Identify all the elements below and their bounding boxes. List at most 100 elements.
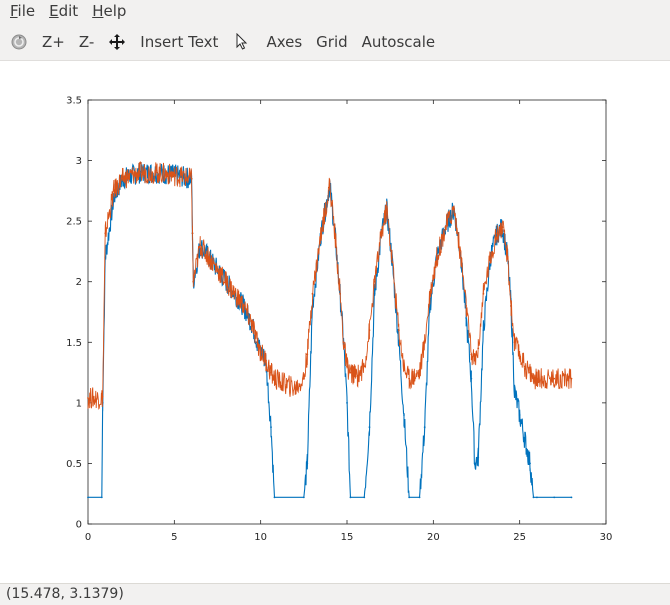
figure-toolbar: Z+ Z- Insert Text Axes Grid Autoscale — [0, 24, 670, 61]
x-tick-label: 15 — [341, 532, 354, 543]
autoscale-button[interactable]: Autoscale — [361, 33, 436, 51]
series-1-point — [513, 389, 516, 392]
series-2-point — [192, 280, 195, 283]
series-1-point — [477, 456, 480, 459]
series-2-point — [373, 280, 376, 283]
menu-edit-label: dit — [58, 2, 79, 20]
x-tick-label: 30 — [600, 532, 613, 543]
series-2-point — [368, 329, 371, 332]
series-2-point — [403, 365, 405, 368]
series-2-point — [173, 174, 176, 177]
series-1-point — [306, 462, 309, 465]
series-1-point — [270, 426, 272, 428]
series-2-point — [342, 341, 345, 344]
series-1-point — [363, 496, 366, 499]
series-2-point — [518, 353, 521, 356]
series-2-point — [302, 377, 305, 380]
series-1-point — [529, 462, 531, 465]
series-2-point — [380, 232, 383, 235]
series-1-point — [373, 292, 376, 295]
series-2-point — [482, 292, 485, 295]
series-1-point — [346, 401, 348, 404]
axis-ticks: 0 5 10 15 20 25 30 0 0.5 1 1.5 2 2.5 3 3.5 — [66, 96, 612, 544]
series-2-point — [444, 226, 447, 229]
plot-svg[interactable]: 0 5 10 15 20 25 30 0 0.5 1 1.5 2 2.5 3 3.5 — [0, 61, 670, 583]
x-tick-label: 10 — [254, 532, 267, 543]
series-1-point — [482, 329, 485, 332]
series-2-point — [418, 371, 421, 374]
series-2-point — [397, 329, 400, 332]
series-2-point — [273, 377, 276, 380]
y-tick-label: 3 — [76, 156, 82, 167]
series-2 — [87, 160, 573, 410]
pan-button[interactable] — [101, 27, 133, 57]
series-2-point — [242, 305, 245, 307]
series-2-point — [570, 377, 573, 380]
series-2-point — [191, 232, 194, 235]
series-1-point — [473, 462, 476, 465]
series-2-point — [529, 371, 531, 374]
y-tick-label: 0 — [76, 520, 82, 531]
zoom-in-button[interactable]: Z+ — [42, 33, 65, 51]
series-2-point — [470, 353, 473, 356]
series-2-point — [356, 375, 359, 378]
series-1-point — [423, 426, 426, 428]
series-2-point — [334, 232, 336, 235]
series-2-point — [259, 351, 262, 353]
y-tick-label: 3.5 — [66, 96, 82, 107]
series-2-point — [496, 232, 499, 235]
rotate-button[interactable] — [0, 27, 35, 57]
pan-icon — [108, 33, 126, 51]
series-1-point — [273, 496, 276, 499]
grid-button[interactable]: Grid — [316, 33, 348, 51]
y-tick-label: 2.5 — [66, 217, 82, 228]
series-2-point — [121, 177, 124, 180]
series-1-point — [368, 426, 371, 428]
menu-help-label: elp — [103, 2, 127, 20]
series-2-point — [349, 371, 352, 374]
zoom-out-button[interactable]: Z- — [78, 33, 95, 51]
menu-edit[interactable]: Edit — [49, 0, 78, 22]
series-1-point — [536, 496, 538, 499]
select-button[interactable] — [225, 27, 259, 57]
menu-file[interactable]: File — [10, 0, 35, 22]
series-2-point — [101, 395, 104, 398]
series-2-point — [256, 341, 259, 344]
series-2-point — [294, 387, 297, 390]
series-2-point — [473, 359, 476, 362]
series-2-point — [113, 189, 115, 192]
y-tick-label: 0.5 — [66, 459, 82, 470]
series-1-point — [570, 496, 573, 499]
series-2-point — [311, 292, 314, 295]
series-layer — [87, 160, 573, 499]
series-2-point — [506, 256, 509, 259]
series-2-point — [138, 171, 141, 174]
series-1-point — [349, 496, 352, 499]
series-2-point — [285, 383, 288, 386]
series-2-point — [536, 377, 538, 380]
axes-button[interactable]: Axes — [266, 33, 303, 51]
x-tick-label: 25 — [513, 532, 526, 543]
series-1-point — [465, 317, 468, 319]
menu-help[interactable]: Help — [92, 0, 126, 22]
series-2-point — [270, 371, 272, 374]
series-2-point — [408, 377, 411, 380]
series-2-point — [390, 256, 393, 259]
menu-file-label: ile — [17, 2, 36, 20]
series-2-point — [251, 323, 253, 326]
series-1-point — [470, 377, 473, 380]
series-2-point — [513, 341, 516, 344]
figure-canvas[interactable]: 0 5 10 15 20 25 30 0 0.5 1 1.5 2 2.5 3 3.5 — [0, 61, 670, 583]
series-2-point — [435, 256, 438, 259]
y-tick-label: 1 — [76, 398, 82, 409]
series-2-point — [477, 347, 480, 350]
series-2-point — [207, 256, 210, 259]
series-2-point — [501, 226, 504, 229]
series-2-point — [423, 341, 426, 344]
series-2-point — [510, 305, 512, 307]
series-2-line — [87, 160, 572, 410]
series-1-point — [418, 496, 421, 499]
series-2-point — [553, 377, 556, 380]
rotate-icon — [10, 33, 28, 51]
insert-text-button[interactable]: Insert Text — [140, 33, 219, 51]
